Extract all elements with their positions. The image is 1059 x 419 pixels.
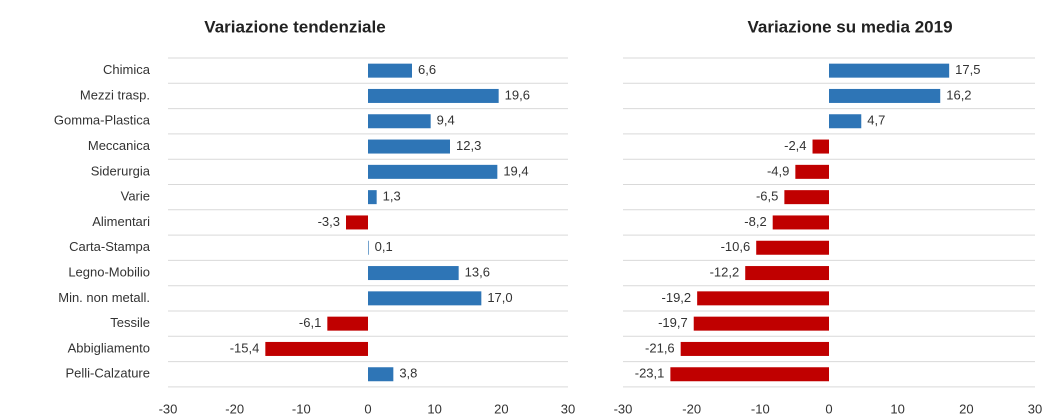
x-tick-label: 0 [825,401,832,416]
value-label: 0,1 [375,239,393,254]
value-label: 19,6 [505,87,530,102]
value-label: 4,7 [867,113,885,128]
x-tick-label: 0 [364,401,371,416]
x-tick-label: 10 [427,401,441,416]
bar [697,291,829,306]
y-tick-label: Meccanica [88,138,151,153]
y-tick-label: Pelli-Calzature [65,366,150,381]
value-label: -2,4 [784,138,806,153]
x-tick-label: -10 [751,401,770,416]
value-label: -6,1 [299,315,321,330]
value-label: 3,8 [399,366,417,381]
bar [829,114,862,129]
value-label: -12,2 [710,264,740,279]
value-label: 17,0 [487,290,512,305]
bar [265,341,368,356]
value-label: 9,4 [437,113,455,128]
value-label: -10,6 [721,239,751,254]
y-tick-label: Tessile [110,315,150,330]
bar [368,190,377,205]
x-tick-label: 20 [959,401,973,416]
x-tick-label: 30 [1028,401,1042,416]
y-tick-label: Alimentari [92,214,150,229]
value-label: 17,5 [955,62,980,77]
bar [680,341,829,356]
bar [368,367,394,382]
bar [368,139,450,154]
value-label: 13,6 [465,264,490,279]
x-tick-label: -10 [292,401,311,416]
chart-title: Variazione tendenziale [204,17,385,36]
y-tick-label: Abbigliamento [68,340,150,355]
y-tick-label: Siderurgia [91,163,151,178]
value-label: -3,3 [318,214,340,229]
value-label: -4,9 [767,163,789,178]
bar [829,63,950,78]
x-tick-label: 10 [890,401,904,416]
x-tick-label: -20 [225,401,244,416]
bar [756,240,829,255]
value-label: -15,4 [230,340,260,355]
bar [368,164,498,179]
value-label: -19,2 [662,290,692,305]
bar [368,240,369,255]
y-tick-label: Mezzi trasp. [80,87,150,102]
x-tick-label: -20 [682,401,701,416]
chart-title: Variazione su media 2019 [747,17,952,36]
value-label: -19,7 [658,315,688,330]
value-label: 12,3 [456,138,481,153]
bar [346,215,368,230]
value-label: -23,1 [635,366,665,381]
bar [368,114,431,129]
bar [795,164,829,179]
value-label: -21,6 [645,340,675,355]
bar [327,316,368,331]
value-label: -6,5 [756,189,778,204]
bar [745,266,829,281]
y-tick-label: Varie [121,189,150,204]
bar [693,316,829,331]
bar [772,215,829,230]
value-label: -8,2 [744,214,766,229]
bar [368,88,499,103]
value-label: 16,2 [946,87,971,102]
bar [368,266,459,281]
bar [368,291,482,306]
y-tick-label: Legno-Mobilio [68,264,150,279]
bar [812,139,829,154]
x-tick-label: 20 [494,401,508,416]
y-tick-label: Carta-Stampa [69,239,151,254]
bar [670,367,829,382]
y-tick-label: Chimica [103,62,151,77]
y-tick-label: Gomma-Plastica [54,113,151,128]
bar [829,88,941,103]
x-tick-label: 30 [561,401,575,416]
value-label: 19,4 [503,163,528,178]
bar [784,190,829,205]
y-tick-label: Min. non metall. [58,290,150,305]
value-label: 1,3 [383,189,401,204]
x-tick-label: -30 [159,401,178,416]
value-label: 6,6 [418,62,436,77]
x-tick-label: -30 [614,401,633,416]
bar [368,63,412,78]
